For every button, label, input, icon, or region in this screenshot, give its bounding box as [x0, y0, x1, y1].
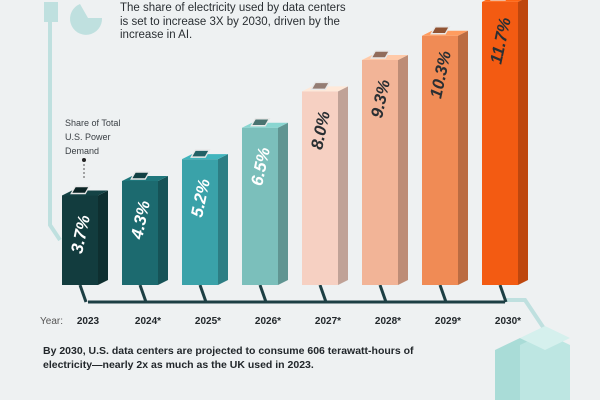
bar-side: [98, 190, 108, 285]
bar-side: [158, 175, 168, 285]
bar-front: [482, 1, 518, 286]
bar-side: [338, 86, 348, 286]
bar-front: [122, 180, 158, 285]
bar-2023: 3.7%: [62, 185, 108, 303]
x-tick-label: 2030*: [495, 316, 521, 327]
x-tick-label: 2027*: [315, 316, 341, 327]
bar-connector: [378, 284, 388, 303]
x-tick-label: 2029*: [435, 316, 461, 327]
bar-2024: 4.3%: [122, 171, 168, 303]
bar-side: [218, 154, 228, 285]
server-rack-icon: [495, 326, 570, 400]
chip-icon: [250, 117, 271, 127]
bar-2027: 8.0%: [302, 81, 348, 303]
bar-connector: [318, 284, 328, 303]
server-top: [520, 326, 570, 350]
x-tick-label: 2026*: [255, 316, 281, 327]
bar-connector: [498, 284, 508, 303]
pointer-dot: [82, 158, 86, 162]
chip-icon: [370, 50, 391, 59]
connector-line: [48, 8, 62, 242]
bar-connector: [258, 284, 268, 303]
chip-icon: [430, 25, 451, 35]
bar-connector: [438, 284, 448, 303]
bar-2026: 6.5%: [242, 117, 288, 303]
bar-front: [302, 91, 338, 286]
x-tick-label: 2025*: [195, 316, 221, 327]
bar-side: [278, 122, 288, 285]
chip-icon: [310, 81, 331, 91]
bar-connector: [78, 284, 88, 303]
chip-icon: [70, 185, 91, 195]
server-body: [520, 333, 570, 400]
bar-2025: 5.2%: [182, 149, 228, 303]
bar-connector: [198, 284, 208, 303]
x-axis-prefix: Year:: [40, 316, 63, 327]
x-tick-label: 2023: [77, 316, 100, 327]
bar-front: [242, 127, 278, 285]
bar-2030: 11.7%: [482, 0, 528, 303]
bar-side: [458, 30, 468, 285]
bar-side: [518, 0, 528, 285]
x-tick-label: 2024*: [135, 316, 161, 327]
bar-side: [398, 54, 408, 285]
chip-icon: [130, 171, 151, 180]
bar-front: [182, 159, 218, 285]
chip-icon: [190, 149, 211, 158]
connector-line: [505, 298, 547, 332]
y-axis-label: Share of Total U.S. Power Demand: [65, 118, 121, 156]
bar-connector: [138, 284, 148, 303]
headline: The share of electricity used by data ce…: [120, 2, 346, 41]
bar-front: [62, 195, 98, 285]
x-tick-label: 2028*: [375, 316, 401, 327]
bar-front: [362, 59, 398, 285]
pie-icon: [70, 4, 103, 35]
bar-front: [422, 35, 458, 285]
footer-note: By 2030, U.S. data centers are projected…: [43, 345, 414, 371]
bar-2028: 9.3%: [362, 50, 408, 303]
bar-2029: 10.3%: [422, 25, 468, 303]
plug-icon: [44, 2, 58, 22]
